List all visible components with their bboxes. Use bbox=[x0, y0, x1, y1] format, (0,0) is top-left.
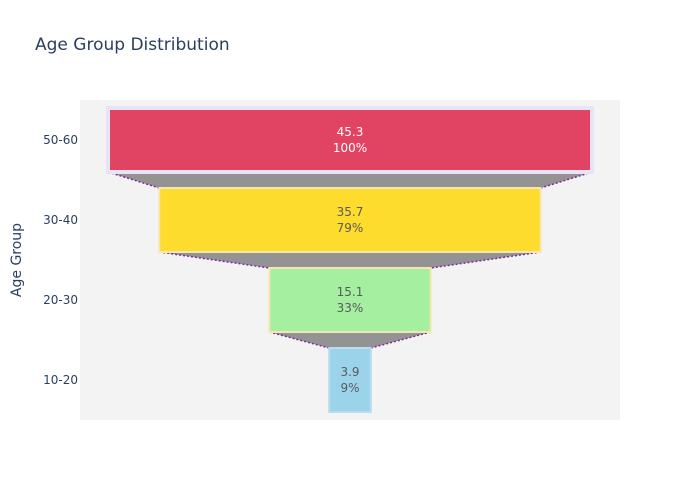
funnel-bar-20-30 bbox=[268, 267, 432, 333]
funnel-bar-30-40 bbox=[158, 187, 542, 253]
y-tick-label: 10-20 bbox=[43, 373, 78, 387]
bar-percent-label: 9% bbox=[340, 381, 359, 395]
connector-edge-line bbox=[159, 251, 270, 269]
bar-value-label: 35.7 bbox=[337, 205, 364, 219]
y-axis-title: Age Group bbox=[9, 223, 25, 297]
y-tick-label: 30-40 bbox=[43, 213, 78, 227]
funnel-bar-10-20 bbox=[328, 347, 372, 413]
connector-edge-line bbox=[540, 171, 593, 189]
connector-30-40-to-20-30 bbox=[159, 252, 541, 268]
y-tick-label: 50-60 bbox=[43, 133, 78, 147]
connector-50-60-to-30-40 bbox=[108, 172, 592, 188]
bar-value-label: 3.9 bbox=[340, 365, 359, 379]
y-tick-group: 50-60 30-40 20-30 10-20 bbox=[43, 133, 78, 387]
connector-group bbox=[107, 171, 593, 349]
bar-percent-label: 100% bbox=[333, 141, 367, 155]
bar-group: 45.3 100% 35.7 79% 15.1 33% 3.9 9% bbox=[106, 106, 594, 413]
bar-value-label: 45.3 bbox=[337, 125, 364, 139]
funnel-bar-50-60 bbox=[106, 106, 594, 174]
connector-20-30-to-10-20 bbox=[269, 332, 431, 348]
bar-percent-label: 33% bbox=[337, 301, 364, 315]
y-tick-label: 20-30 bbox=[43, 293, 78, 307]
bar-percent-label: 79% bbox=[337, 221, 364, 235]
connector-edge-line bbox=[107, 171, 160, 189]
bar-value-label: 15.1 bbox=[337, 285, 364, 299]
chart-title: Age Group Distribution bbox=[35, 35, 230, 55]
connector-edge-line bbox=[430, 251, 541, 269]
